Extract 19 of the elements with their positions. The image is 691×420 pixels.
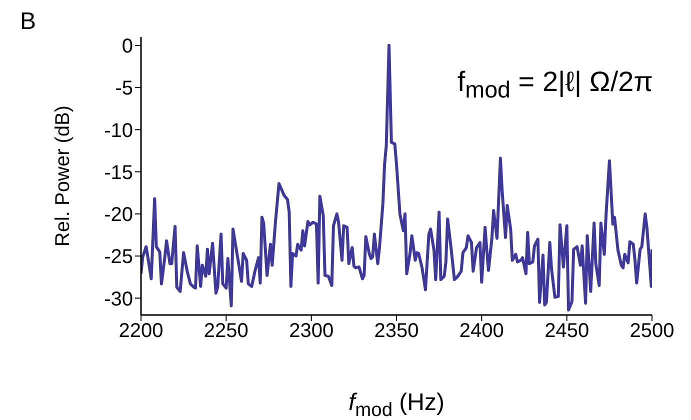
x-tick-label: 2350 [374, 320, 419, 342]
x-tick-label: 2300 [289, 320, 334, 342]
annotation: f$_{mod}$ = 2|ℓ| Ω/2π [457, 66, 653, 104]
x-axis-title: f$_{mod}$ (Hz) [348, 389, 444, 420]
x-tick-label: 2450 [544, 320, 590, 342]
line-series [141, 44, 652, 312]
y-tick-label: -30 [104, 288, 133, 310]
x-tick-label: 2400 [459, 320, 504, 342]
y-axis-title: Rel. Power (dB) [52, 105, 74, 247]
x-tick-label: 2500 [630, 320, 674, 342]
x-tick-label: 2200 [118, 320, 164, 342]
y-tick-label: -25 [104, 246, 133, 268]
y-tick-label: -20 [104, 204, 133, 226]
y-tick-label: -5 [115, 78, 133, 100]
chart-title: B [20, 8, 36, 36]
x-tick-label: 2250 [204, 320, 248, 342]
y-tick-label: 0 [122, 36, 133, 58]
y-tick-label: -15 [104, 162, 133, 184]
y-tick-label: -10 [104, 120, 133, 142]
